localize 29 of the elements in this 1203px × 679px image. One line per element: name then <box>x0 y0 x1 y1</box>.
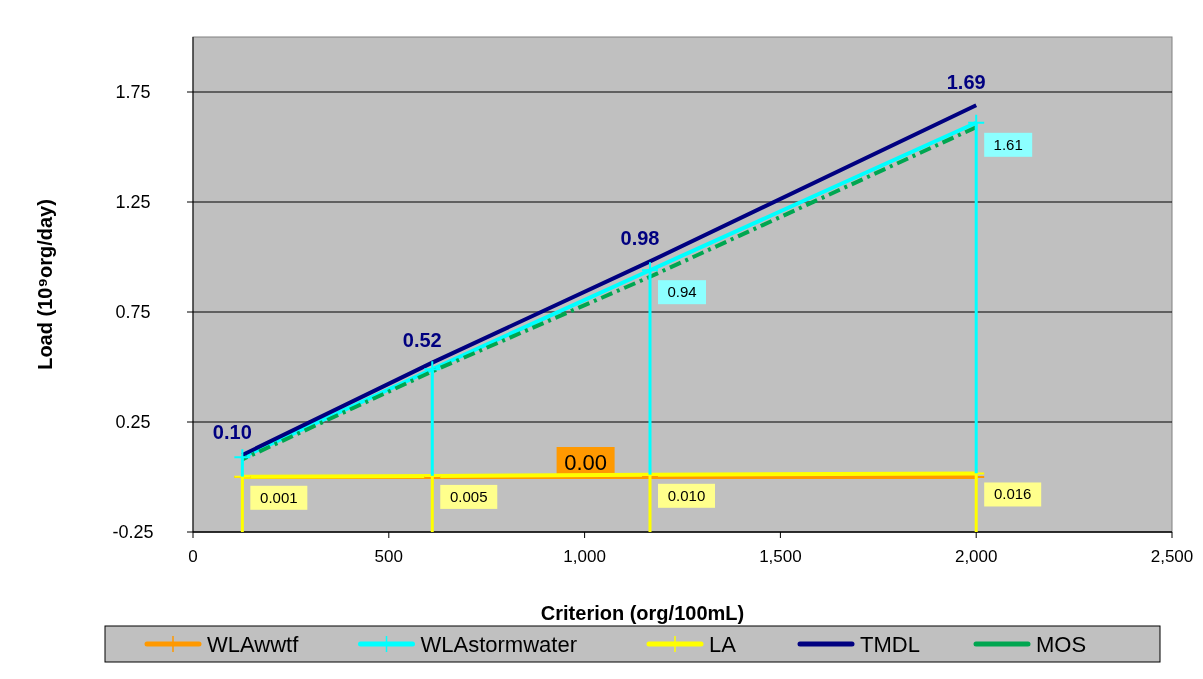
x-tick-label: 500 <box>374 547 403 566</box>
data-label: 0.005 <box>449 487 488 505</box>
x-axis-title: Criterion (org/100mL) <box>540 602 745 624</box>
y-tick-label: -0.25 <box>112 522 154 542</box>
data-label: 0.98 <box>620 227 660 250</box>
y-tick-label: 1.25 <box>115 192 151 212</box>
data-label: 0.001 <box>260 488 298 506</box>
legend-label: MOS <box>1036 632 1087 657</box>
data-label: 0.52 <box>402 328 442 351</box>
legend-label: WLAstormwater <box>420 632 577 657</box>
legend-label: WLAwwtf <box>207 632 300 657</box>
y-tick-label: 1.75 <box>115 82 151 102</box>
y-tick-label: 0.75 <box>115 302 151 322</box>
data-label: 0.010 <box>667 486 706 504</box>
x-tick-label: 0 <box>188 547 198 566</box>
data-label: 0.94 <box>667 283 697 301</box>
x-tick-label: 1,000 <box>563 547 606 566</box>
y-axis-title: Load (10⁹org/day) <box>34 199 56 370</box>
data-label: 0.016 <box>993 485 1032 503</box>
x-tick-label: 2,500 <box>1150 547 1194 566</box>
annotation: 0.00 <box>564 450 608 475</box>
data-label: 1.61 <box>993 135 1023 153</box>
data-label: 0.10 <box>212 421 252 443</box>
x-tick-label: 2,000 <box>954 547 998 566</box>
x-tick-label: 1,500 <box>759 547 802 566</box>
legend-label: LA <box>709 632 737 657</box>
data-label: 1.69 <box>946 71 986 94</box>
y-tick-label: 0.25 <box>115 412 151 432</box>
legend-label: TMDL <box>860 632 920 657</box>
